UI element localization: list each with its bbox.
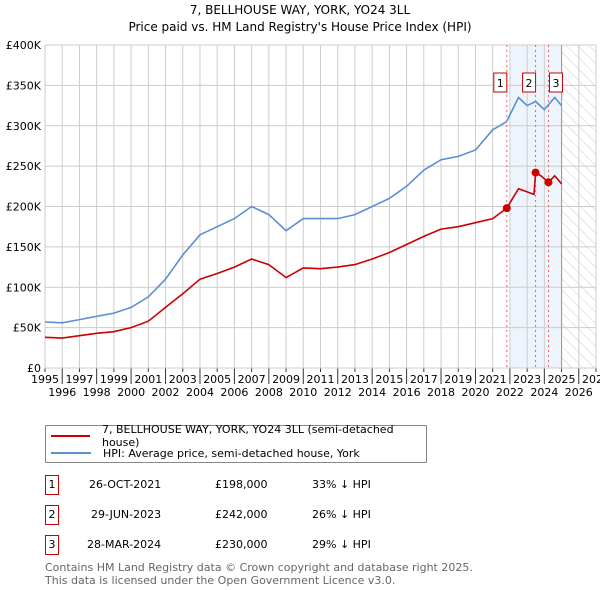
x-tick-label: 2027 [582,373,600,386]
x-tick-label: 2021 [479,373,507,386]
x-tick-label: 1995 [31,373,59,386]
sale-label-box [548,72,563,93]
x-tick-label: 2000 [117,386,145,399]
x-tick-label: 2010 [289,386,317,399]
sale-number: 1 [45,475,59,495]
sale-label: 1 [497,77,504,90]
legend-label: HPI: Average price, semi-detached house,… [103,446,360,460]
legend-swatch-blue [51,452,91,454]
y-tick-label: £50K [13,322,42,335]
y-tick-label: £0 [27,362,41,375]
sale-number: 2 [45,505,59,525]
x-tick-label: 2024 [530,386,558,399]
x-tick-label: 2023 [513,373,541,386]
x-tick-label: 1997 [65,373,93,386]
sale-point [531,168,540,177]
sale-point [502,204,511,213]
hpi-line [44,96,563,324]
footer-line: Contains HM Land Registry data © Crown c… [45,561,473,574]
x-tick-label: 1998 [83,386,111,399]
y-tick-label: £200K [6,201,42,214]
x-tick-label: 2009 [272,373,300,386]
sale-hpi: 26% ↓ HPI [312,508,371,521]
sale-date: 26-OCT-2021 [89,478,162,491]
sale-price: £198,000 [215,478,268,491]
x-tick-label: 2004 [186,386,214,399]
chart-subtitle: Price paid vs. HM Land Registry's House … [128,20,471,34]
sale-point [544,178,553,187]
sale-price: £230,000 [215,538,268,551]
x-tick-label: 2022 [496,386,524,399]
sale-label: 2 [526,77,533,90]
x-tick-label: 2019 [444,373,472,386]
sale-hpi: 33% ↓ HPI [312,478,371,491]
legend-label: 7, BELLHOUSE WAY, YORK, YO24 3LL (semi-d… [101,423,394,449]
x-tick-label: 2026 [565,386,593,399]
sale-number: 3 [45,535,59,555]
property-price-line [44,171,563,339]
sale-date: 29-JUN-2023 [91,508,162,521]
x-tick-label: 2013 [341,373,369,386]
x-tick-label: 2001 [134,373,162,386]
x-tick-label: 2018 [427,386,455,399]
sale-label-box [493,72,508,93]
y-tick-label: £250K [6,160,42,173]
legend-item-property: 7, BELLHOUSE WAY, YORK, YO24 3LL (semi-d… [46,423,426,449]
sale-price: £242,000 [215,508,268,521]
footer-line: This data is licensed under the Open Gov… [45,574,396,587]
x-tick-label: 2005 [203,373,231,386]
x-tick-label: 2015 [375,373,403,386]
sale-hpi: 29% ↓ HPI [312,538,371,551]
y-tick-label: £350K [6,79,42,92]
y-tick-label: £100K [6,281,42,294]
x-tick-label: 2006 [220,386,248,399]
footer: Contains HM Land Registry data © Crown c… [45,561,473,587]
x-tick-label: 2016 [393,386,421,399]
y-tick-label: £300K [6,120,42,133]
chart-title: 7, BELLHOUSE WAY, YORK, YO24 3LL [190,3,411,17]
legend-item-hpi: HPI: Average price, semi-detached house,… [46,446,360,460]
sale-label-box [522,72,537,93]
legend-swatch-red [51,435,90,437]
sale-date: 28-MAR-2024 [87,538,162,551]
x-tick-label: 2008 [255,386,283,399]
x-tick-label: 2011 [307,373,335,386]
x-tick-label: 1996 [48,386,76,399]
y-tick-label: £400K [6,39,42,52]
x-tick-label: 1999 [100,373,128,386]
legend: 7, BELLHOUSE WAY, YORK, YO24 3LL (semi-d… [45,423,427,463]
x-tick-label: 2007 [238,373,266,386]
x-tick-label: 2014 [358,386,386,399]
x-tick-label: 2012 [324,386,352,399]
x-tick-label: 2003 [169,373,197,386]
y-tick-label: £150K [6,241,42,254]
x-tick-label: 2017 [410,373,438,386]
sale-label: 3 [552,77,559,90]
x-tick-label: 2025 [548,373,576,386]
x-tick-label: 2020 [461,386,489,399]
price-chart: 7, BELLHOUSE WAY, YORK, YO24 3LL Price p… [6,3,600,399]
plot-frame [44,44,597,369]
x-tick-label: 2002 [152,386,180,399]
